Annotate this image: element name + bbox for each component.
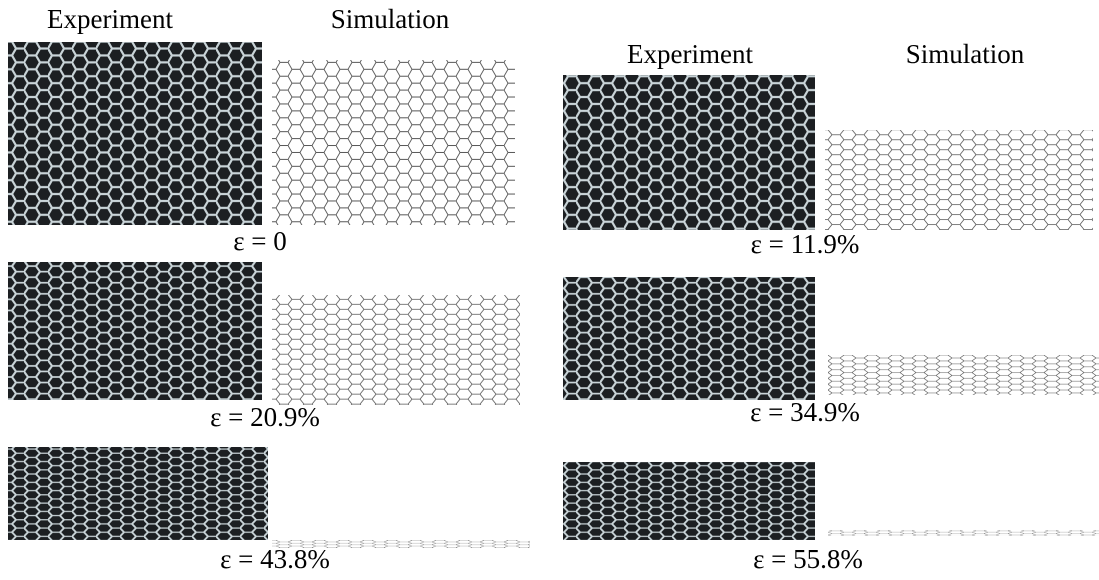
strain-label: ε = 43.8%	[220, 544, 330, 574]
simulation-mesh	[825, 130, 1093, 230]
strain-label: ε = 11.9%	[751, 229, 860, 259]
simulation-header: Simulation	[331, 4, 450, 34]
experiment-mesh	[8, 447, 268, 540]
strain-label: ε = 0	[233, 226, 287, 256]
simulation-header: Simulation	[906, 39, 1025, 69]
experiment-mesh	[563, 75, 815, 230]
simulation-mesh	[272, 60, 515, 225]
strain-label: ε = 34.9%	[750, 397, 860, 427]
experiment-header: Experiment	[627, 39, 753, 69]
simulation-mesh	[828, 530, 1099, 536]
experiment-mesh	[563, 277, 815, 400]
simulation-mesh	[828, 355, 1099, 395]
experiment-mesh	[8, 262, 262, 400]
experiment-header: Experiment	[47, 4, 173, 34]
figure: Experiment Simulation ε = 0 ε = 20.9% ε = 43…	[0, 0, 1099, 580]
experiment-mesh	[8, 42, 262, 225]
strain-label: ε = 20.9%	[210, 402, 320, 432]
experiment-mesh	[563, 462, 815, 540]
simulation-mesh	[272, 295, 520, 405]
strain-label: ε = 55.8%	[753, 544, 863, 574]
